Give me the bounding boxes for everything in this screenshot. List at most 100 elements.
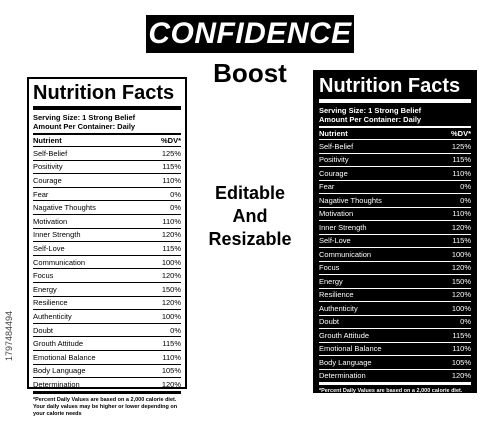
table-row: Nagative Thoughts 0% xyxy=(33,201,181,215)
table-row: Self-Love 115% xyxy=(319,235,471,248)
table-row: Focus 120% xyxy=(33,269,181,283)
stock-id-text: 1797484494 xyxy=(4,310,14,362)
serving-size: Serving Size: 1 Strong Belief xyxy=(33,113,136,122)
label-title: Nutrition Facts xyxy=(319,75,471,103)
nutrient-name: Motivation xyxy=(319,209,354,219)
serving-info: Serving Size: 1 Strong Belief Amount Per… xyxy=(33,113,181,135)
nutrient-dv: 110% xyxy=(162,216,181,226)
nutrient-name: Courage xyxy=(319,168,348,178)
nutrient-rows: Self-Belief 125% Positivity 115% Courage 11… xyxy=(33,147,181,394)
nutrient-dv: 120% xyxy=(161,271,181,281)
table-row: Motivation 110% xyxy=(33,215,181,229)
nutrient-dv: 100% xyxy=(161,311,181,321)
table-row: Courage 110% xyxy=(33,174,181,188)
nutrient-name: Self-Belief xyxy=(33,148,68,158)
nutrient-dv: 120% xyxy=(451,263,471,273)
nutrient-dv: 115% xyxy=(452,330,471,340)
col-dv: %DV* xyxy=(450,129,471,138)
nutrient-dv: 120% xyxy=(161,298,181,308)
nutrient-name: Inner Strength xyxy=(319,222,367,232)
nutrient-dv: 115% xyxy=(162,339,181,349)
nutrient-name: Communication xyxy=(33,257,86,267)
nutrient-name: Emotional Balance xyxy=(33,352,96,362)
nutrient-dv: 100% xyxy=(451,249,471,259)
column-header: Nutrient %DV* xyxy=(33,135,181,147)
nutrient-dv: 0% xyxy=(460,182,471,192)
mid-text-line: Editable xyxy=(214,183,285,203)
amount-per-container: Amount Per Container: Daily xyxy=(319,115,422,124)
table-row: Resilience 120% xyxy=(33,297,181,311)
table-row: Energy 150% xyxy=(33,283,181,297)
serving-size: Serving Size: 1 Strong Belief xyxy=(319,106,422,115)
table-row: Doubt 0% xyxy=(319,316,471,329)
nutrient-dv: 120% xyxy=(161,230,181,240)
table-row: Body Language 105% xyxy=(319,356,471,370)
col-nutrient: Nutrient xyxy=(33,136,62,145)
nutrition-label-black: Nutrition Facts Serving Size: 1 Strong B… xyxy=(313,70,477,408)
nutrient-name: Determination xyxy=(319,371,366,381)
table-row: Authenticity 100% xyxy=(319,302,471,316)
table-row: Communication 100% xyxy=(33,256,181,270)
nutrient-name: Self-Love xyxy=(33,243,65,253)
nutrient-dv: 150% xyxy=(451,276,471,286)
nutrient-name: Body Language xyxy=(33,366,86,376)
table-row: Self-Belief 125% xyxy=(319,140,471,154)
nutrient-name: Doubt xyxy=(319,317,340,327)
nutrient-name: Doubt xyxy=(33,325,54,335)
table-row: Inner Strength 120% xyxy=(33,229,181,243)
nutrient-dv: 100% xyxy=(451,303,471,313)
mid-text-line: And xyxy=(232,206,268,226)
nutrient-dv: 0% xyxy=(170,189,181,199)
table-row: Positivity 115% xyxy=(319,154,471,167)
nutrient-dv: 125% xyxy=(161,148,181,158)
table-row: Grouth Attitude 115% xyxy=(319,329,471,343)
nutrient-dv: 0% xyxy=(170,325,181,335)
table-row: Fear 0% xyxy=(319,181,471,194)
nutrient-name: Focus xyxy=(319,263,340,273)
table-row: Determination 120% xyxy=(319,370,471,385)
nutrient-dv: 0% xyxy=(460,195,471,205)
nutrition-label-white: Nutrition Facts Serving Size: 1 Strong B… xyxy=(27,77,187,417)
nutrient-name: Focus xyxy=(33,271,54,281)
nutrient-dv: 110% xyxy=(452,209,471,219)
nutrient-dv: 115% xyxy=(162,162,181,172)
nutrient-name: Nagative Thoughts xyxy=(319,195,382,205)
nutrient-dv: 0% xyxy=(170,203,181,213)
nutrient-name: Determination xyxy=(33,379,80,389)
nutrient-dv: 120% xyxy=(451,290,471,300)
nutrient-name: Energy xyxy=(319,276,343,286)
table-row: Resilience 120% xyxy=(319,289,471,302)
mid-text-line: Resizable xyxy=(208,229,292,249)
col-nutrient: Nutrient xyxy=(319,129,348,138)
nutrient-dv: 115% xyxy=(452,236,471,246)
table-row: Grouth Attitude 115% xyxy=(33,337,181,351)
nutrient-dv: 100% xyxy=(161,257,181,267)
nutrient-dv: 110% xyxy=(162,352,181,362)
table-row: Emotional Balance 110% xyxy=(33,351,181,365)
nutrient-name: Self-Belief xyxy=(319,141,354,151)
label-title: Nutrition Facts xyxy=(33,82,181,110)
nutrient-dv: 115% xyxy=(162,243,181,253)
nutrient-name: Authenticity xyxy=(319,303,358,313)
table-row: Motivation 110% xyxy=(319,208,471,221)
table-row: Determination 120% xyxy=(33,378,181,394)
serving-info: Serving Size: 1 Strong Belief Amount Per… xyxy=(319,106,471,128)
nutrient-name: Emotional Balance xyxy=(319,344,382,354)
nutrient-dv: 120% xyxy=(451,222,471,232)
nutrient-name: Grouth Attitude xyxy=(319,330,370,340)
table-row: Authenticity 100% xyxy=(33,310,181,324)
nutrient-name: Grouth Attitude xyxy=(33,339,84,349)
footnote: *Percent Daily Values are based on a 2,0… xyxy=(319,388,464,408)
nutrient-dv: 150% xyxy=(161,284,181,294)
table-row: Self-Love 115% xyxy=(33,242,181,256)
table-row: Emotional Balance 110% xyxy=(319,343,471,356)
nutrient-dv: 120% xyxy=(451,371,471,381)
footnote: *Percent Daily Values are based on a 2,0… xyxy=(33,396,178,417)
table-row: Focus 120% xyxy=(319,262,471,275)
nutrient-dv: 110% xyxy=(452,168,471,178)
nutrient-name: Positivity xyxy=(33,162,63,172)
table-row: Communication 100% xyxy=(319,248,471,262)
nutrient-name: Inner Strength xyxy=(33,230,81,240)
table-row: Body Language 105% xyxy=(33,365,181,379)
table-row: Self-Belief 125% xyxy=(33,147,181,161)
